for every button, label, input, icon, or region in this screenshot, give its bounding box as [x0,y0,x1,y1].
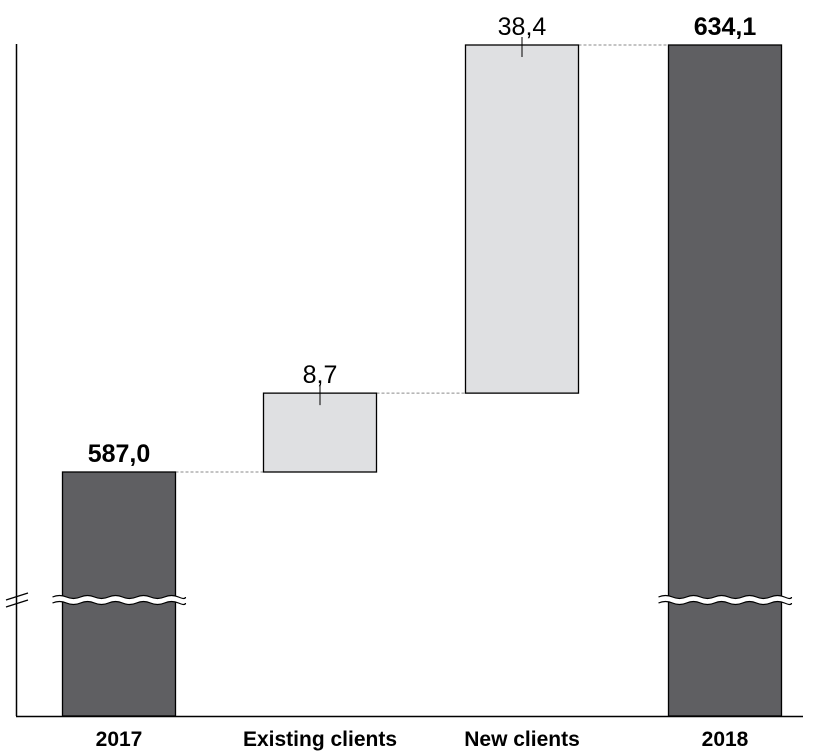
bar-2 [262,392,378,473]
value-label-4: 634,1 [694,13,757,41]
category-label-1: 2017 [96,728,143,751]
value-labels: 587,0 8,7 38,4 634,1 [88,13,757,468]
break-mark-4 [657,594,795,606]
value-label-2: 8,7 [303,361,338,389]
category-labels: 2017 Existing clients New clients 2018 [96,728,749,751]
value-ticks [319,37,523,406]
connector-lines [175,44,669,473]
bar-4 [667,44,783,717]
bar-3 [464,44,580,394]
axis-break-marks [5,592,795,608]
category-label-4: 2018 [702,728,749,751]
value-label-3: 38,4 [498,13,547,41]
value-label-1: 587,0 [88,440,151,468]
bar-1 [61,471,177,717]
break-mark-1 [51,594,189,606]
bars [61,44,783,717]
category-label-3: New clients [464,728,580,751]
category-label-2: Existing clients [243,728,397,751]
axes [15,44,803,718]
